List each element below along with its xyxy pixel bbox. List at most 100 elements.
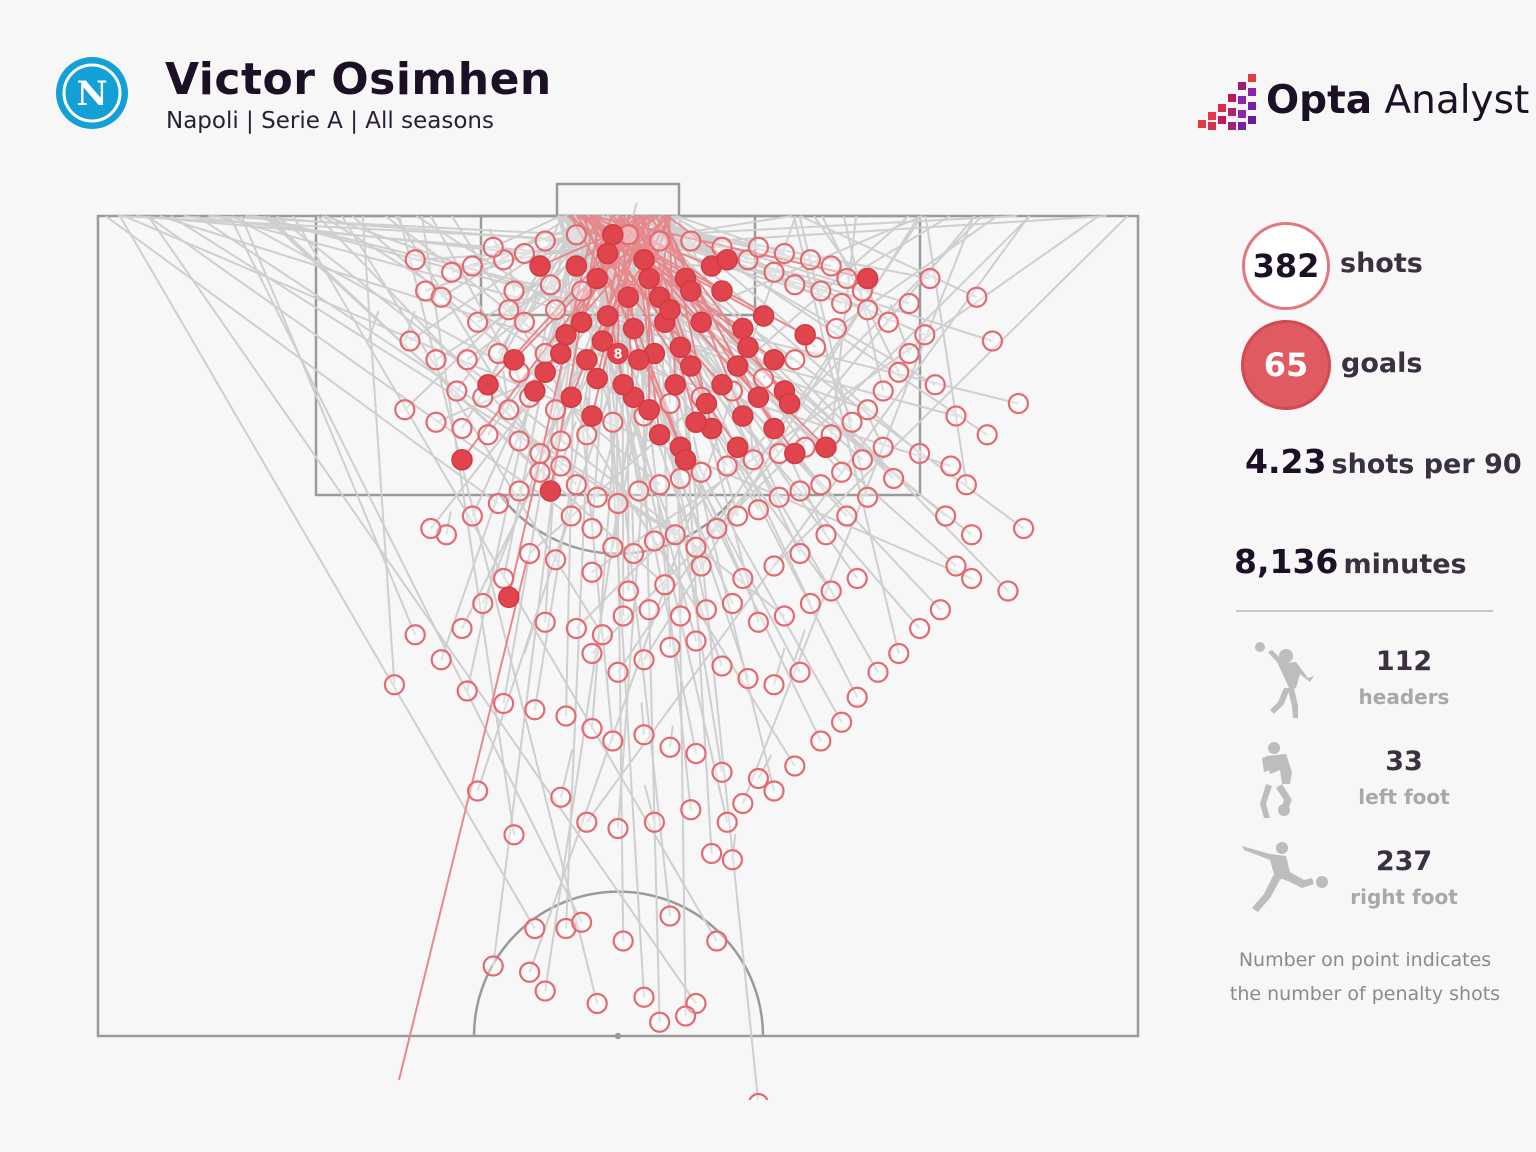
goal-point	[711, 280, 733, 302]
shot-point	[607, 492, 629, 515]
shot-trajectory	[395, 215, 541, 455]
goal-point	[560, 386, 582, 408]
goal-point	[596, 305, 619, 327]
goal-point	[565, 255, 588, 277]
shot-point	[654, 574, 676, 596]
penalty-point	[608, 343, 628, 364]
shot-trajectory	[492, 215, 561, 249]
shot-point	[581, 561, 603, 583]
shot-trajectory	[643, 785, 656, 823]
shot-point	[399, 330, 421, 352]
shot-point	[763, 555, 785, 577]
shot-point	[919, 267, 941, 290]
shots-per-90-label: shots per 90	[1331, 449, 1522, 480]
goal-point	[856, 267, 879, 290]
shot-point	[846, 686, 868, 708]
shot-trajectory	[361, 215, 396, 685]
goal-point	[752, 305, 775, 327]
shot-point	[529, 461, 551, 483]
goal-frame	[555, 182, 681, 218]
shot-point	[752, 367, 775, 390]
shot-point	[856, 486, 879, 508]
goal-point	[726, 436, 749, 458]
penalty-count-label: 8	[613, 348, 622, 363]
shot-point	[726, 505, 749, 527]
shot-point	[929, 599, 952, 621]
shot-point	[898, 342, 920, 365]
goal-point	[602, 224, 624, 246]
shot-point	[524, 699, 546, 721]
shot-trajectory	[147, 215, 572, 517]
shot-point	[565, 617, 588, 640]
shot-point	[773, 242, 796, 265]
shot-point	[498, 399, 520, 421]
shot-point	[482, 955, 504, 977]
shot-point	[732, 567, 754, 590]
shot-point	[815, 524, 837, 546]
shot-point	[836, 505, 858, 527]
shot-point	[784, 274, 806, 296]
shot-point	[622, 542, 645, 565]
shot-point	[581, 717, 603, 740]
shot-point	[602, 536, 624, 558]
shot-point	[763, 674, 785, 696]
shot-point	[555, 705, 577, 727]
shot-point	[420, 517, 442, 540]
shot-point	[773, 605, 796, 627]
goal-point	[477, 374, 499, 396]
shot-point	[451, 417, 473, 440]
shot-trajectory	[367, 310, 380, 342]
chart-subtitle: Napoli | Serie A | All seasons	[166, 108, 494, 134]
goal-point	[680, 355, 702, 377]
goal-point	[534, 361, 556, 383]
note-line-1: Number on point indicates	[1238, 949, 1492, 971]
shot-point	[508, 430, 530, 452]
long-trajectory	[398, 559, 528, 1081]
goal-point	[784, 442, 806, 465]
shot-point	[830, 292, 853, 315]
shot-trajectory	[254, 215, 1019, 405]
shot-point	[966, 286, 988, 308]
shot-point	[924, 374, 946, 396]
shot-point	[383, 674, 405, 696]
shot-point	[430, 649, 452, 671]
goal-point	[695, 392, 718, 415]
shot-point	[648, 230, 671, 252]
goal-point	[664, 374, 686, 396]
goal-point	[524, 380, 546, 402]
goal-trajectory	[549, 215, 602, 492]
minutes-label: minutes	[1343, 549, 1467, 580]
stats-divider	[1236, 610, 1493, 612]
shot-point	[1012, 517, 1035, 540]
shot-trajectory	[924, 215, 968, 485]
shot-point	[503, 280, 525, 302]
shot-point	[674, 1005, 697, 1027]
opta-analyst-logo: Opta Analyst	[1196, 72, 1529, 134]
goal-point	[622, 317, 645, 340]
goal-point	[747, 386, 770, 408]
shot-point	[404, 624, 426, 646]
shot-point	[586, 992, 608, 1015]
shot-point	[493, 692, 515, 715]
shot-point	[544, 399, 567, 421]
shot-trajectory	[757, 754, 773, 779]
shot-trajectory	[228, 215, 583, 923]
shot-point	[721, 592, 744, 615]
shot-point	[960, 567, 983, 590]
goal-point	[503, 349, 525, 371]
goal-point	[570, 311, 593, 333]
shot-point	[810, 280, 832, 302]
shot-trajectory	[799, 215, 978, 299]
shot-point	[591, 624, 614, 646]
shot-trajectory	[170, 215, 676, 536]
shot-point	[633, 649, 655, 671]
shot-point	[908, 442, 931, 465]
goal-point	[529, 255, 551, 277]
shot-point	[638, 599, 660, 621]
goal-point	[732, 405, 754, 427]
shot-point	[576, 424, 598, 446]
shot-point	[518, 961, 541, 983]
goal-point	[648, 424, 671, 446]
shot-point	[898, 292, 920, 315]
shot-trajectory	[263, 215, 666, 586]
